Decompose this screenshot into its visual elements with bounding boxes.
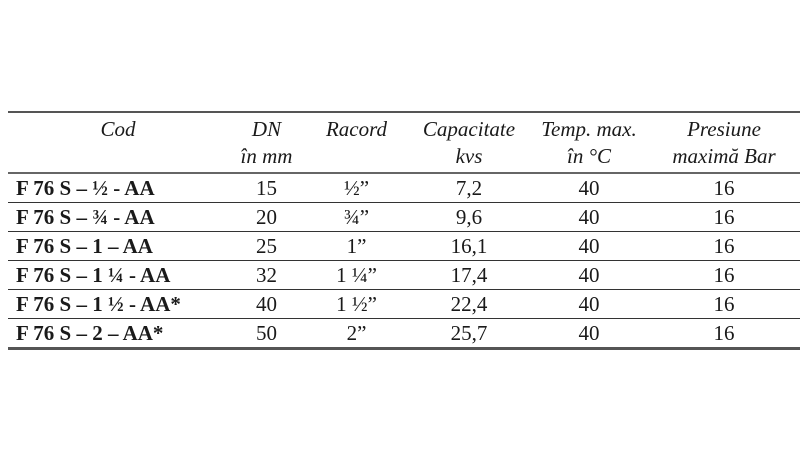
cell-capacitate: 9,6 (408, 202, 530, 232)
header-line: Temp. max. (541, 117, 637, 141)
cell-cod: F 76 S – ½ - AA (8, 173, 228, 203)
cell-capacitate: 17,4 (408, 260, 530, 290)
cell-dn: 25 (228, 231, 305, 261)
header-line (305, 143, 408, 170)
cell-cod: F 76 S – 1 ¼ - AA (8, 260, 228, 290)
cell-dn: 20 (228, 202, 305, 232)
header-line: kvs (455, 144, 483, 168)
cell-dn: 32 (228, 260, 305, 290)
cell-cod: F 76 S – 2 – AA* (8, 318, 228, 350)
cell-dn: 50 (228, 318, 305, 350)
table-row: F 76 S – 2 – AA* 50 2” 25,7 40 16 (8, 318, 800, 350)
header-dn: DN în mm (228, 111, 305, 174)
header-temp: Temp. max. în °C (530, 111, 648, 174)
cell-dn: 15 (228, 173, 305, 203)
header-line (8, 143, 228, 170)
table-row: F 76 S – 1 ¼ - AA 32 1 ¼” 17,4 40 16 (8, 260, 800, 290)
table-row: F 76 S – 1 – AA 25 1” 16,1 40 16 (8, 231, 800, 261)
cell-capacitate: 16,1 (408, 231, 530, 261)
table-row: F 76 S – ½ - AA 15 ½” 7,2 40 16 (8, 173, 800, 203)
cell-presiune: 16 (648, 318, 800, 350)
cell-racord: 1 ½” (305, 289, 408, 319)
cell-temp: 40 (530, 289, 648, 319)
cell-temp: 40 (530, 202, 648, 232)
header-cod: Cod (8, 111, 228, 174)
cell-capacitate: 25,7 (408, 318, 530, 350)
cell-cod: F 76 S – ¾ - AA (8, 202, 228, 232)
cell-presiune: 16 (648, 260, 800, 290)
table-row: F 76 S – 1 ½ - AA* 40 1 ½” 22,4 40 16 (8, 289, 800, 319)
cell-dn: 40 (228, 289, 305, 319)
cell-presiune: 16 (648, 173, 800, 203)
cell-cod: F 76 S – 1 – AA (8, 231, 228, 261)
header-line: în mm (240, 144, 293, 168)
header-line: maximă Bar (672, 144, 776, 168)
cell-racord: ½” (305, 173, 408, 203)
cell-presiune: 16 (648, 202, 800, 232)
cell-presiune: 16 (648, 289, 800, 319)
header-line: Presiune (687, 117, 761, 141)
product-spec-table: Cod DN în mm Racord Capacitate kvs Temp. max… (8, 111, 800, 350)
table-row: F 76 S – ¾ - AA 20 ¾” 9,6 40 16 (8, 202, 800, 232)
cell-temp: 40 (530, 318, 648, 350)
cell-capacitate: 22,4 (408, 289, 530, 319)
cell-cod: F 76 S – 1 ½ - AA* (8, 289, 228, 319)
cell-racord: ¾” (305, 202, 408, 232)
cell-presiune: 16 (648, 231, 800, 261)
header-line: Racord (325, 117, 388, 141)
cell-temp: 40 (530, 260, 648, 290)
header-line: Capacitate (422, 117, 516, 141)
header-racord: Racord (305, 111, 408, 174)
cell-racord: 2” (305, 318, 408, 350)
header-presiune: Presiune maximă Bar (648, 111, 800, 174)
cell-racord: 1 ¼” (305, 260, 408, 290)
header-capacitate: Capacitate kvs (408, 111, 530, 174)
cell-temp: 40 (530, 231, 648, 261)
cell-temp: 40 (530, 173, 648, 203)
cell-racord: 1” (305, 231, 408, 261)
header-line: în °C (567, 144, 611, 168)
header-line: Cod (100, 117, 136, 141)
header-line: DN (251, 117, 282, 141)
cell-capacitate: 7,2 (408, 173, 530, 203)
header-row: Cod DN în mm Racord Capacitate kvs Temp. max… (8, 111, 800, 174)
